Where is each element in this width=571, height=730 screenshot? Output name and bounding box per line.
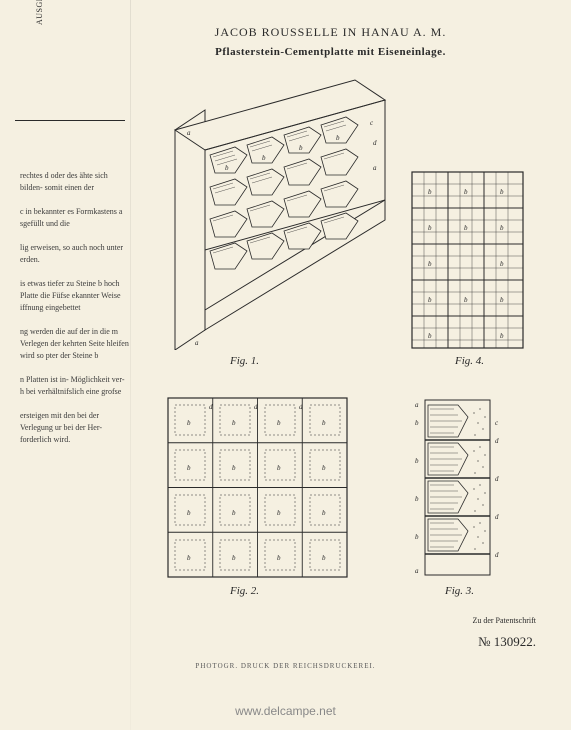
svg-text:b: b xyxy=(277,419,281,427)
svg-text:b: b xyxy=(262,154,266,162)
svg-text:b: b xyxy=(299,144,303,152)
svg-text:b: b xyxy=(415,419,419,427)
svg-text:b: b xyxy=(500,332,504,340)
text-fragment: is etwas tiefer zu Steine b hoch Platte … xyxy=(20,278,130,314)
figure-2: b b b b b b b b b b b b b b b b d d d xyxy=(165,395,350,580)
title-line: Pflasterstein-Cementplatte mit Eiseneinl… xyxy=(120,46,541,58)
svg-text:b: b xyxy=(232,509,236,517)
svg-text:b: b xyxy=(187,554,191,562)
svg-text:d: d xyxy=(373,139,377,147)
patent-number: № 130922. xyxy=(478,634,536,650)
figure-3-label: Fig. 3. xyxy=(445,585,474,597)
svg-text:b: b xyxy=(187,464,191,472)
page-fold xyxy=(130,0,131,730)
svg-text:b: b xyxy=(187,419,191,427)
svg-text:b: b xyxy=(500,224,504,232)
svg-text:b: b xyxy=(336,134,340,142)
printer-line: PHOTOGR. DRUCK DER REICHSDRUCKEREI. xyxy=(0,662,571,670)
svg-text:b: b xyxy=(225,164,229,172)
svg-text:d: d xyxy=(254,403,258,411)
svg-text:b: b xyxy=(428,260,432,268)
svg-text:b: b xyxy=(500,260,504,268)
patent-note: Zu der Patentschrift xyxy=(472,616,536,625)
description-text: rechtes d oder des ähte sich bilden- som… xyxy=(20,170,130,458)
svg-text:b: b xyxy=(322,419,326,427)
svg-text:d: d xyxy=(495,475,499,483)
svg-text:b: b xyxy=(415,533,419,541)
svg-text:b: b xyxy=(500,188,504,196)
svg-text:c: c xyxy=(370,119,374,127)
svg-text:b: b xyxy=(500,296,504,304)
issue-date: AUSGEGEBEN DEN 13. MAI 1902. xyxy=(35,0,44,25)
svg-text:b: b xyxy=(415,495,419,503)
svg-text:b: b xyxy=(322,464,326,472)
svg-text:b: b xyxy=(428,332,432,340)
watermark: www.delcampe.net xyxy=(0,704,571,718)
svg-text:a: a xyxy=(373,164,377,172)
text-fragment: n Platten ist in- Möglichkeit ver- h bei… xyxy=(20,374,130,398)
text-fragment: lig erweisen, so auch noch unter erden. xyxy=(20,242,130,266)
figure-3: a b c d b d b d b d a xyxy=(410,395,505,580)
svg-text:d: d xyxy=(299,403,303,411)
text-fragment: rechtes d oder des ähte sich bilden- som… xyxy=(20,170,130,194)
svg-text:b: b xyxy=(464,224,468,232)
figures-container: a b b b b c d a a Fig. 1. xyxy=(155,75,535,615)
svg-text:d: d xyxy=(495,437,499,445)
figure-4-label: Fig. 4. xyxy=(455,355,484,367)
svg-text:b: b xyxy=(428,296,432,304)
svg-text:b: b xyxy=(277,554,281,562)
svg-text:d: d xyxy=(495,551,499,559)
svg-text:a: a xyxy=(187,129,191,137)
svg-text:d: d xyxy=(495,513,499,521)
svg-text:a: a xyxy=(195,339,199,347)
svg-text:b: b xyxy=(415,457,419,465)
svg-text:b: b xyxy=(428,224,432,232)
author-line: JACOB ROUSSELLE IN HANAU A. M. xyxy=(120,25,541,40)
svg-text:b: b xyxy=(187,509,191,517)
text-fragment: ersteigen mit den bei der Verlegung ur b… xyxy=(20,410,130,446)
number-value: 130922. xyxy=(494,634,536,649)
svg-text:a: a xyxy=(415,567,419,575)
number-prefix: № xyxy=(478,634,490,649)
patent-page: AUSGEGEBEN DEN 13. MAI 1902. JACOB ROUSS… xyxy=(0,0,571,730)
figure-1: a b b b b c d a a xyxy=(155,75,400,350)
figure-4: b b b b b b b b b b b b b xyxy=(410,170,525,350)
svg-text:d: d xyxy=(209,403,213,411)
text-fragment: c in bekannter es Formkastens a sgefüllt… xyxy=(20,206,130,230)
svg-text:b: b xyxy=(277,509,281,517)
figure-1-label: Fig. 1. xyxy=(230,355,259,367)
corner-rule xyxy=(15,120,125,121)
svg-text:b: b xyxy=(464,296,468,304)
svg-text:b: b xyxy=(232,464,236,472)
text-fragment: ng werden die auf der in die m Verlegen … xyxy=(20,326,130,362)
svg-text:b: b xyxy=(322,554,326,562)
svg-text:b: b xyxy=(464,188,468,196)
figure-2-label: Fig. 2. xyxy=(230,585,259,597)
svg-text:c: c xyxy=(495,419,499,427)
svg-text:b: b xyxy=(232,554,236,562)
svg-text:b: b xyxy=(428,188,432,196)
svg-text:a: a xyxy=(415,401,419,409)
svg-text:b: b xyxy=(232,419,236,427)
svg-text:b: b xyxy=(277,464,281,472)
svg-text:b: b xyxy=(322,509,326,517)
